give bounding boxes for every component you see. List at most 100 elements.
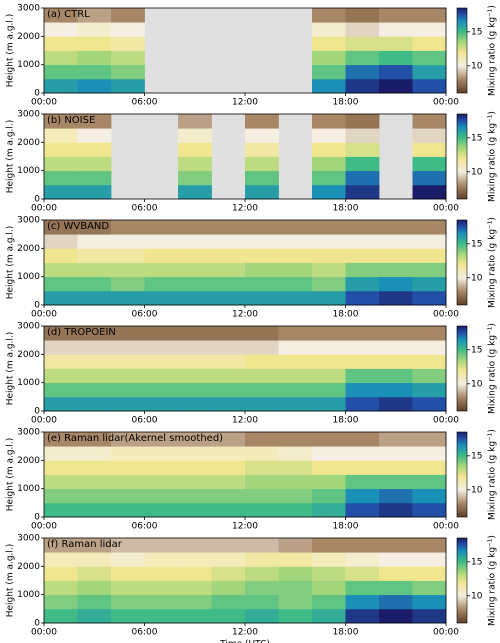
heatmap-cell <box>111 608 145 624</box>
y-tick-label: 1000 <box>17 272 40 282</box>
colorbar-label: Mixing ratio (g kg⁻¹) <box>488 217 498 308</box>
heatmap-cell <box>211 502 246 518</box>
heatmap-cell <box>412 276 447 292</box>
x-tick-label: 06:00 <box>132 98 158 108</box>
heatmap-cell <box>44 50 78 66</box>
x-tick-label: 06:00 <box>132 416 158 426</box>
heatmap-cell <box>245 326 279 341</box>
heatmap-cell <box>77 538 112 553</box>
heatmap-cell <box>44 170 78 186</box>
colorbar <box>456 325 468 412</box>
heatmap-cell <box>345 326 380 341</box>
heatmap-cell <box>278 326 313 341</box>
heatmap-cell <box>412 8 447 23</box>
x-tick-label: 00:00 <box>433 416 459 426</box>
heatmap-cell <box>178 474 212 490</box>
heatmap-cell <box>77 142 112 157</box>
heatmap-cell <box>245 382 279 398</box>
y-tick-label: 0 <box>34 301 40 311</box>
heatmap-cell <box>379 432 413 447</box>
heatmap-cell <box>278 340 313 355</box>
heatmap-cell <box>245 566 279 581</box>
heatmap-cell <box>245 248 279 263</box>
heatmap-cell <box>412 36 447 51</box>
heatmap-cell <box>211 262 246 278</box>
heatmap-cell <box>312 460 346 475</box>
heatmap-cell <box>44 22 78 37</box>
heatmap-cell <box>178 114 212 129</box>
heatmap-cell <box>111 368 145 384</box>
heatmap-cell <box>379 220 413 235</box>
heatmap-cell <box>144 326 179 341</box>
heatmap-cell <box>345 432 380 447</box>
heatmap-cell <box>111 432 145 447</box>
heatmap-cell <box>412 566 447 581</box>
heatmap-cell <box>379 396 413 412</box>
heatmap-cell <box>412 290 447 306</box>
heatmap-cell <box>245 170 279 186</box>
panel-title: (a) CTRL <box>47 9 90 20</box>
heatmap-cell <box>44 552 78 567</box>
x-tick-label: 00:00 <box>433 98 459 108</box>
heatmap-cell <box>345 580 380 596</box>
heatmap-cell <box>178 340 212 355</box>
heatmap-cell <box>211 354 246 369</box>
heatmap-cell <box>178 276 212 292</box>
y-tick-label: 3000 <box>17 428 40 438</box>
x-tick-label: 00:00 <box>433 310 459 320</box>
heatmap-cell <box>345 64 380 80</box>
heatmap-cell <box>412 220 447 235</box>
heatmap-cell <box>77 50 112 66</box>
heatmap-cell <box>379 36 413 51</box>
y-tick-label: 2000 <box>17 244 40 254</box>
heatmap-cell <box>278 446 313 461</box>
heatmap-cell <box>345 36 380 51</box>
heatmap-cell <box>178 432 212 447</box>
heatmap-cell <box>312 566 346 581</box>
heatmap-cell <box>245 552 279 567</box>
heatmap-cell <box>178 326 212 341</box>
heatmap-cell <box>345 488 380 504</box>
y-axis-label: Height (m a.g.l.) <box>6 438 16 512</box>
heatmap-cell <box>379 234 413 249</box>
heatmap-cell <box>178 538 212 553</box>
heatmap-cell <box>278 432 313 447</box>
heatmap-cell <box>312 552 346 567</box>
heatmap-cell <box>77 432 112 447</box>
heatmap-cell <box>245 608 279 624</box>
heatmap-cell <box>278 566 313 581</box>
colorbar-tick-label: 10 <box>471 485 483 495</box>
heatmap-cell <box>111 580 145 596</box>
heatmap-cell <box>278 460 313 475</box>
colorbar-tick-label: 10 <box>471 591 483 601</box>
heatmap-cell <box>77 326 112 341</box>
heatmap-cell <box>278 594 313 610</box>
heatmap-cell <box>345 142 380 157</box>
heatmap-cell <box>211 552 246 567</box>
y-tick-label: 0 <box>34 407 40 417</box>
heatmap-cell <box>111 566 145 581</box>
y-tick-label: 1000 <box>17 590 40 600</box>
heatmap-cell <box>211 474 246 490</box>
x-tick-label: 18:00 <box>333 98 359 108</box>
heatmap-cell <box>211 276 246 292</box>
heatmap-cell <box>345 340 380 355</box>
heatmap-cell <box>245 290 279 306</box>
heatmap-cell <box>345 114 380 129</box>
heatmap-cell <box>345 156 380 172</box>
heatmap-cell <box>312 220 346 235</box>
heatmap-cell <box>312 538 346 553</box>
heatmap-cell <box>77 460 112 475</box>
colorbar <box>456 431 468 518</box>
heatmap-cell <box>144 552 179 567</box>
heatmap-cell <box>278 276 313 292</box>
colorbar <box>456 113 468 200</box>
colorbar-tick-label: 15 <box>471 239 482 249</box>
colorbar-label: Mixing ratio (g kg⁻¹) <box>488 323 498 414</box>
y-tick-label: 3000 <box>17 216 40 226</box>
heatmap-cell <box>379 8 413 23</box>
heatmap-cell <box>144 474 179 490</box>
heatmap-cell <box>379 566 413 581</box>
heatmap-cell <box>111 64 145 80</box>
heatmap-cell <box>345 446 380 461</box>
